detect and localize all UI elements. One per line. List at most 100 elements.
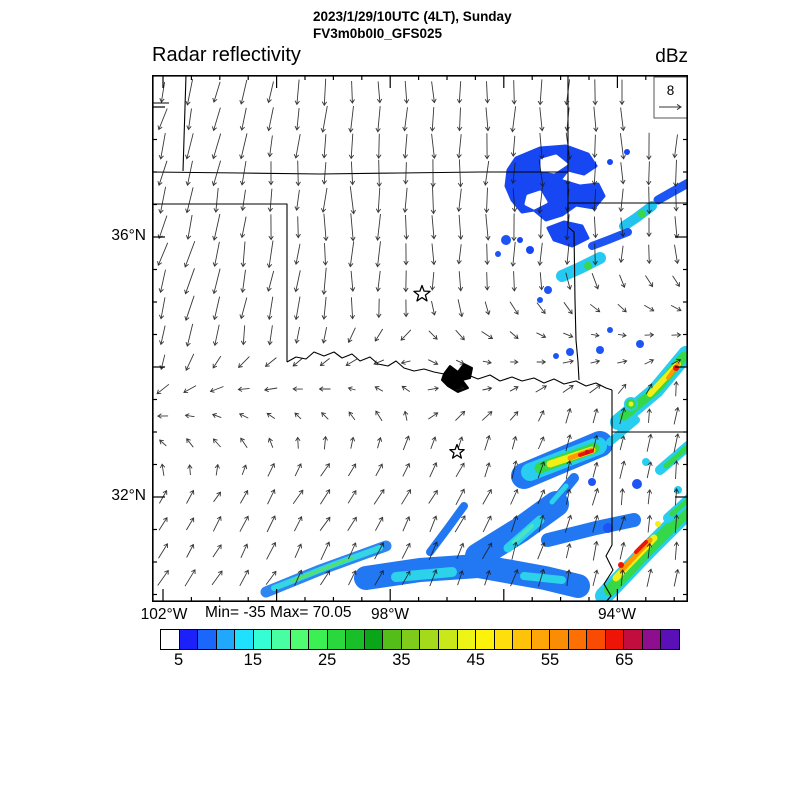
- wind-arrow: [241, 464, 248, 476]
- wind-arrow: [455, 386, 466, 392]
- wind-arrow: [349, 297, 355, 320]
- colorbar-cell: [215, 630, 235, 649]
- wind-arrow: [619, 133, 626, 160]
- wind-arrow: [320, 488, 331, 505]
- lon-tick-label: 94°W: [597, 606, 637, 623]
- colorbar-cell: [382, 630, 401, 649]
- wind-arrow: [481, 331, 494, 339]
- radar-echo: [501, 235, 511, 245]
- wind-arrow: [673, 460, 679, 480]
- wind-arrow: [429, 107, 436, 132]
- wind-arrow: [592, 434, 599, 451]
- wind-arrow: [620, 217, 626, 238]
- wind-arrow: [482, 542, 493, 560]
- radar-echo: [495, 251, 501, 257]
- wind-arrow: [322, 435, 328, 450]
- wind-arrow: [376, 133, 382, 160]
- radar-echo: [618, 562, 624, 568]
- wind-arrow: [158, 186, 167, 215]
- wind-arrow: [263, 386, 278, 393]
- wind-arrow: [321, 267, 327, 296]
- wind-arrow: [294, 412, 302, 420]
- wind-arrow: [592, 408, 599, 424]
- wind-arrow: [159, 325, 166, 346]
- colorbar-cell: [475, 630, 494, 649]
- wind-arrow: [510, 106, 517, 133]
- wind-arrow: [431, 81, 437, 104]
- wind-arrow: [673, 380, 679, 397]
- wind-arrow: [482, 488, 492, 505]
- wind-arrow: [673, 541, 680, 560]
- wind-arrow: [320, 187, 328, 213]
- wind-arrow: [619, 435, 626, 451]
- wind-arrow: [429, 462, 438, 478]
- plot-header: 2023/1/29/10UTC (4LT), Sunday FV3m0b0I0_G…: [313, 8, 512, 42]
- wind-arrow: [400, 359, 411, 365]
- colorbar-cell: [197, 630, 216, 649]
- wind-arrow: [458, 214, 464, 240]
- wind-arrow: [402, 107, 408, 132]
- wind-arrow: [212, 296, 221, 321]
- state-border: [152, 203, 288, 362]
- wind-arrow: [455, 462, 465, 478]
- wind-arrow: [673, 189, 679, 212]
- wind-arrow: [292, 386, 303, 392]
- colorbar-cell: [660, 630, 679, 649]
- wind-arrow: [403, 214, 409, 240]
- wind-arrow: [240, 489, 249, 504]
- wind-arrow: [158, 516, 168, 531]
- radar-echo: [596, 346, 604, 354]
- wind-arrow: [457, 271, 464, 292]
- wind-arrow: [318, 386, 331, 392]
- colorbar-cell: [586, 630, 605, 649]
- wind-arrow: [240, 437, 248, 449]
- map-plot-area: 8: [152, 75, 688, 602]
- wind-arrow: [320, 463, 330, 477]
- wind-arrow: [482, 386, 493, 392]
- wind-arrow: [294, 543, 303, 558]
- state-border: [603, 390, 614, 602]
- wind-arrow: [349, 80, 355, 104]
- wind-arrow: [184, 569, 196, 587]
- radar-echo: [537, 297, 543, 303]
- wind-arrow: [267, 296, 274, 321]
- wind-arrow: [377, 436, 383, 449]
- city-star-marker: [449, 443, 465, 459]
- wind-arrow: [619, 515, 626, 532]
- wind-arrow: [537, 461, 546, 479]
- wind-arrow: [509, 301, 519, 315]
- radar-echo: [653, 177, 688, 205]
- wind-arrow: [183, 240, 196, 268]
- wind-reference-box: [653, 76, 688, 119]
- wind-arrow: [403, 243, 409, 266]
- field-label: Radar reflectivity: [152, 44, 301, 66]
- wind-arrow: [347, 516, 357, 531]
- radar-echo: [391, 567, 457, 582]
- wind-arrow: [511, 213, 517, 242]
- wind-arrow: [375, 187, 382, 214]
- wind-arrow: [589, 384, 602, 394]
- wind-arrow: [592, 243, 598, 266]
- wind-arrow: [564, 79, 571, 106]
- lon-tick-label: 98°W: [370, 606, 410, 623]
- wind-arrow: [212, 515, 222, 532]
- wind-arrow: [373, 359, 385, 366]
- wind-arrow: [159, 81, 166, 103]
- wind-arrow: [159, 439, 167, 447]
- colorbar-undercell: [161, 630, 179, 649]
- wind-arrow: [348, 133, 355, 160]
- wind-arrow: [403, 80, 410, 104]
- wind-arrow: [184, 268, 195, 295]
- wind-arrow: [239, 515, 249, 532]
- wind-arrow: [266, 81, 274, 104]
- wind-arrow: [592, 569, 599, 586]
- wind-arrow: [320, 105, 328, 133]
- radar-echo: [663, 445, 688, 469]
- colorbar-cell: [641, 630, 661, 649]
- wind-arrow: [484, 243, 490, 266]
- wind-arrow: [239, 569, 249, 587]
- wind-arrow: [211, 160, 222, 187]
- colorbar-cell: [345, 630, 364, 649]
- colorbar-tick-value: 15: [243, 651, 263, 669]
- wind-arrow: [457, 107, 463, 132]
